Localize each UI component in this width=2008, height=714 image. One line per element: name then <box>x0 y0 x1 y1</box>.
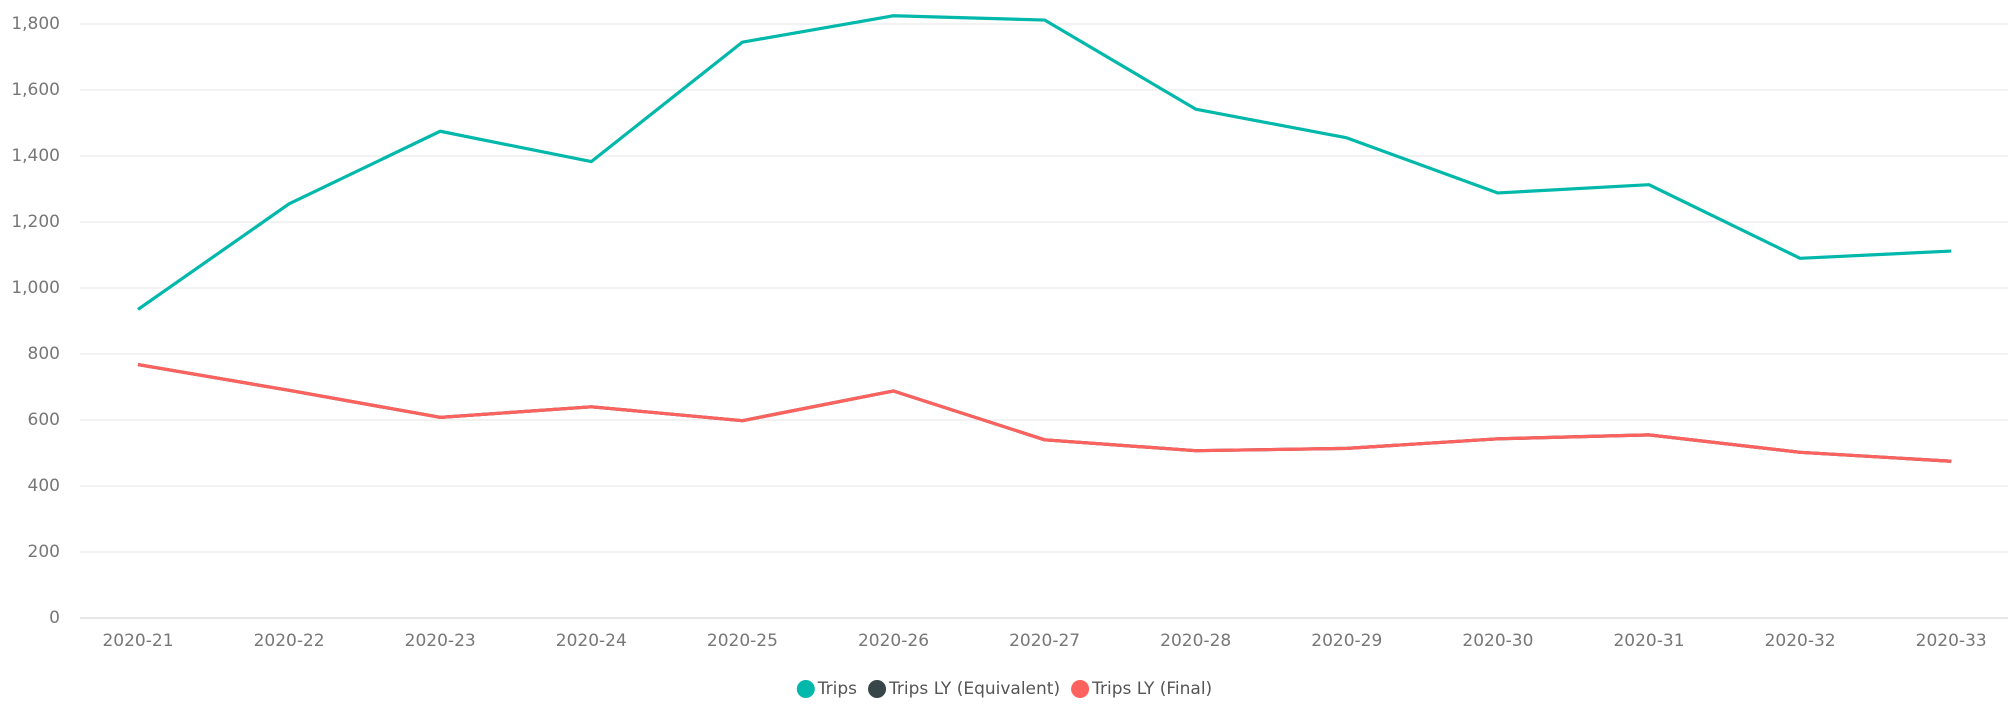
x-tick-label: 2020-32 <box>1765 631 1836 651</box>
x-tick-label: 2020-24 <box>556 631 627 651</box>
x-tick-label: 2020-29 <box>1311 631 1382 651</box>
x-tick-label: 2020-28 <box>1160 631 1231 651</box>
y-tick-label: 400 <box>28 476 60 496</box>
x-tick-label: 2020-33 <box>1916 631 1987 651</box>
x-tick-label: 2020-27 <box>1009 631 1080 651</box>
x-tick-label: 2020-21 <box>102 631 173 651</box>
y-tick-label: 1,200 <box>11 212 60 232</box>
x-tick-label: 2020-25 <box>707 631 778 651</box>
x-tick-label: 2020-23 <box>405 631 476 651</box>
y-tick-label: 1,600 <box>11 80 60 100</box>
series-line <box>137 362 1952 463</box>
series-line <box>137 14 1952 311</box>
y-tick-label: 600 <box>28 410 60 430</box>
y-tick-label: 0 <box>49 608 60 628</box>
y-tick-label: 1,000 <box>11 278 60 298</box>
legend-marker <box>796 680 815 698</box>
y-tick-label: 800 <box>28 344 60 364</box>
x-tick-label: 2020-26 <box>858 631 929 651</box>
legend-marker <box>1071 680 1090 698</box>
x-tick-label: 2020-22 <box>254 631 325 651</box>
x-tick-label: 2020-30 <box>1462 631 1533 651</box>
y-tick-label: 1,800 <box>11 14 60 34</box>
x-tick-label: 2020-31 <box>1613 631 1684 651</box>
y-tick-label: 1,400 <box>11 146 60 166</box>
legend-label: Trips LY (Equivalent) <box>888 679 1060 699</box>
y-tick-label: 200 <box>28 542 60 562</box>
legend-label: Trips <box>817 679 857 699</box>
legend-marker <box>868 680 887 698</box>
legend-label: Trips LY (Final) <box>1091 679 1212 699</box>
